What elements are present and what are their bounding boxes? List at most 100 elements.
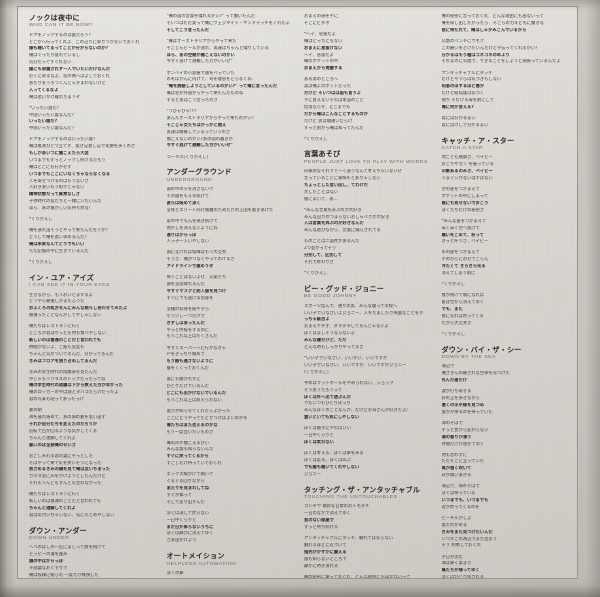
lyric-stanza: 波が打ち寄せる 砂の上を歩きながら 遠くの水平線を見つめ 誰かが来るのを待っていた: [442, 389, 571, 417]
song-title-english: BE GOOD JOHNNY: [304, 294, 357, 300]
lyric-line: *いい子でいなさい、いいかい、いいですか: [304, 356, 388, 362]
lyric-line: きみの学生時代の成績表を見たんだ: [29, 369, 98, 375]
lyric-line: 怖うことはないよぜ、兄弟たち: [166, 275, 227, 281]
lyrics-column: "俺の国の言葉を喋れるかい?" って聞いたんだ そいつはただ笑って俺にヴェジマイ…: [166, 14, 296, 579]
lyric-line: 俺たちはレストランに行く: [29, 324, 81, 330]
lyric-stanza: ぼくは勝手にやればいい 一日中くらりと ぼくは笑わない: [304, 426, 433, 447]
lyric-line: 砂の上を歩きながら: [441, 396, 480, 402]
lyric-line: *くりかえし: [441, 282, 465, 288]
lyric-line: すぐが舞って: [166, 492, 192, 498]
lyric-line: 遠くの水平線を見つめ: [441, 402, 485, 408]
lyric-line: ただ記憶の中に生きているんだ: [29, 248, 89, 254]
lyric-line: 俺は未来なんてどうでもいい: [29, 241, 85, 247]
lyric-line: 俺の学生時代の成績は下から数えた方が早かった: [29, 383, 123, 389]
lyric-line: 通りはからっぽ: [166, 232, 197, 238]
lyric-line: 砂が舞いあがる: [441, 473, 472, 479]
song-title-japanese: 言葉あそび: [304, 149, 341, 159]
lyric-stanza: ボンベイの小部屋で寝をべっていた のをばかんに向けて、句を寝息をとらなくね "俺を…: [167, 71, 296, 105]
lyric-line: みんな誰も知らないんだ: [166, 447, 214, 453]
lyric-line: 誰にも邪魔されず一人でいたいだけなんだ: [29, 67, 111, 73]
lyric-line: 俺はどっちにもない: [304, 38, 343, 44]
lyric-stanza: *みんな言葉を弄ぶのが大好き みんな回りのつまらないおしゃべりが大好き 人は言葉…: [304, 208, 433, 236]
lyric-line: おまえケデオ、ダラダラしてるんじゃないよ: [304, 324, 389, 330]
lyric-line: *みんな言葉を弄ぶのが大好き: [304, 207, 362, 213]
lyric-line: 今すぐ逃げて避難した方がいいぜ": [166, 143, 233, 149]
lyric-line: そう 約束しておくれ: [441, 543, 482, 549]
song-block: ダウン・バイ・ザ・シー DOWN BY THE SEA 海辺で 俺さきんの願されな空体…: [441, 345, 571, 578]
lyrics-column: 俺の秘密に言っておくれ、どんな理由にも出ないって 俺を探し出したかったら、そこらの…: [441, 14, 571, 578]
lyric-line: ガラス窓に声をかけようとしたんだけど: [29, 474, 106, 480]
lyric-line: 家の中でもんを焼き続けて: [166, 218, 218, 224]
lyric-line: 信用ならず、どこまでも: [304, 104, 351, 110]
lyric-line: 俺たちはまた会えるのかな: [166, 422, 218, 428]
lyric-line: ずっと待ち続ける: [304, 524, 339, 530]
lyric-stanza: *いったい誰だ? 中国いったい誰なんだ? いったい誰だ? 中国いったい誰なんだ?: [29, 106, 158, 134]
lyric-line: コーラス(くりかえし): [166, 154, 209, 160]
lyric-line: いい子でいなさい、いいですか、いいですかジョニー: [304, 362, 407, 368]
lyric-line: 腹をくくっておくんだ: [166, 366, 209, 372]
lyric-line: 中国いったい誰なんだ?: [29, 112, 74, 118]
song-title-english: I CAN SEE IT IN YOUR EYES: [29, 283, 110, 289]
lyric-line: 夕日が沈む: [441, 554, 463, 560]
lyric-line: ヘイ、息抜だよ: [304, 52, 334, 58]
lyric-line: あんたオーストラリアからやって来たのかい?: [166, 115, 254, 121]
lyric-line: すぐにでも逃げる用意を: [166, 295, 214, 301]
lyric-stanza: 今年はフットボールをやめられない、ショック そう思うだろうって ぼくは外へ出て遊ぶん…: [304, 381, 433, 422]
lyric-line: アンタッチャブルにタッチ、触れてはならない: [304, 536, 393, 542]
lyric-line: おまえから覚醒する: [304, 66, 343, 72]
lyric-line: 手に良えないそれは本当のこと: [304, 98, 364, 103]
lyric-line: *ヘイ、息抜だよ: [304, 31, 336, 37]
lyric-stanza: スポーツ話んで、通りの男、みんな喋って学校へ いい子でいなさいよジョニー、人をだま…: [304, 304, 433, 352]
song-block: アンダーグラウンド UNDERGROUND 頭の中の火を消さないで その焔をもえる続け…: [167, 168, 296, 545]
lyric-line: それもうんともすんとも言わなかった: [29, 481, 102, 487]
lyric-line: のをばかんに向けて、句を寝息をとらなくね: [166, 77, 252, 83]
lyric-line: おごりやガン を握っている: [441, 162, 494, 168]
lyric-line: "俺を誘惑しようとしているのかい?" って俺に言ったんだ: [166, 84, 278, 90]
lyric-line: どこかへ行ってくれよ、この辺りに寄りつかないでおくれ: [29, 39, 140, 45]
lyric-line: きみをまた見つけたいんだ: [441, 529, 493, 535]
song-block: 言葉あそび PEOPLE JUST LOVE TO PLAY WITH WORDS…: [304, 150, 433, 278]
lyric-line: どうやら最後しかまたふうた: [29, 299, 85, 305]
lyric-line: 空の星をつかまえて: [441, 187, 480, 193]
lyric-line: 子供時代の友だちと一緒にいたいんだ: [29, 199, 102, 205]
lyric-line: ぼくは外へ出て遊ぶんだ: [304, 394, 351, 400]
lyric-stanza: "俺はオーストラリアからやって来た そこじゃビールが流れ、男達はちゃんと喋りして…: [167, 39, 296, 67]
lyric-line: 誰にも聞かれずに: [166, 377, 201, 383]
lyric-line: 海のそばで: [441, 420, 463, 426]
lyric-line: ここにどうやってたどりつけばよいのかを: [166, 415, 248, 421]
song-title-japanese: タッチング・ザ・アンタッチャブル: [304, 484, 421, 494]
lyric-line: ぼくは考える、ぼくは夢をみる: [304, 451, 364, 457]
lyric-line: ほら、あの懐かしい気持ち戻る!: [29, 206, 91, 212]
lyric-line: ものごとは二面性があるんだ: [304, 239, 360, 245]
lyric-line: 潮の香りが漂う: [441, 434, 472, 440]
lyric-line: だけどヤツらは気づきもしない: [441, 77, 502, 83]
lyric-stanza: ヘベのはしの一匹にましって旅を続けて ヒッピーの道を進み 頭の中はからっぽ 不思議なお…: [29, 545, 158, 578]
lyric-line: もう少し一つだけで: [166, 313, 205, 319]
lyric-line: 高く高く空へ投げて: [441, 225, 480, 231]
lyric-stanza: ヒーテルかしよ 誰だのがめる きみをまた見つけたいんだ いつかこの海辺でまた会おう そう…: [442, 516, 571, 550]
song-title-english: WHO CAN IT BE NOW?: [29, 23, 93, 29]
song-title-japanese: ノックは夜中に: [29, 13, 80, 22]
lyric-line: 不思議なおくすりで: [29, 566, 68, 572]
lyric-line: あたりを見まわしてね: [166, 486, 210, 492]
lyric-sheet-paper: ノックは夜中に WHO CAN IT BE NOW? ドアをノックするのは誰だろう?…: [17, 6, 578, 579]
song-title-japanese: ダウン・アンダー: [29, 525, 87, 535]
lyric-line: 何ごとも順調さ、ベイビー: [441, 155, 493, 161]
lyric-line: 人を寄せつけるのはもうないさ: [29, 178, 89, 184]
lyric-line: 俺はどこにも行かせず: [29, 164, 72, 170]
lyric-line: 海は赤く染まり: [441, 561, 472, 567]
lyric-line: 置いといても気にしやしない: [304, 415, 360, 421]
lyric-line: 俺の秘密に言っておくれ、どんな理由にも出ないって: [441, 14, 544, 19]
lyric-line: そこにはもろもろの機械が並ぶ: [167, 578, 296, 579]
lyric-line: でも、また: [441, 306, 463, 312]
lyric-stanza: 誰かが知らせてくれたらよかった ここにどうやってたどりつけばよいのかを 俺たちはまた…: [167, 409, 296, 437]
photo-vignette-bottom: [0, 577, 600, 597]
lyric-stanza: 頭の中の火を消さないで その焔をもえる続けて 彼らは始めて深く 全体とエリート向け階層…: [167, 187, 296, 215]
lyric-line: それなのに公園で、できることをしようと頑張っているんだよ: [441, 59, 561, 65]
lyric-line: そこじゃ女たちはかっかと燃え: [166, 122, 227, 128]
lyric-stanza: *くりかえし: [29, 260, 158, 267]
lyric-line: 手のひらにのせてごらん: [441, 257, 489, 263]
lyric-line: いつかこの海辺でまた会おう: [441, 536, 498, 542]
song-block: ダウン・アンダー DOWN UNDER ヘベのはしの一匹にましって旅を続けて ヒッピー…: [29, 525, 158, 578]
